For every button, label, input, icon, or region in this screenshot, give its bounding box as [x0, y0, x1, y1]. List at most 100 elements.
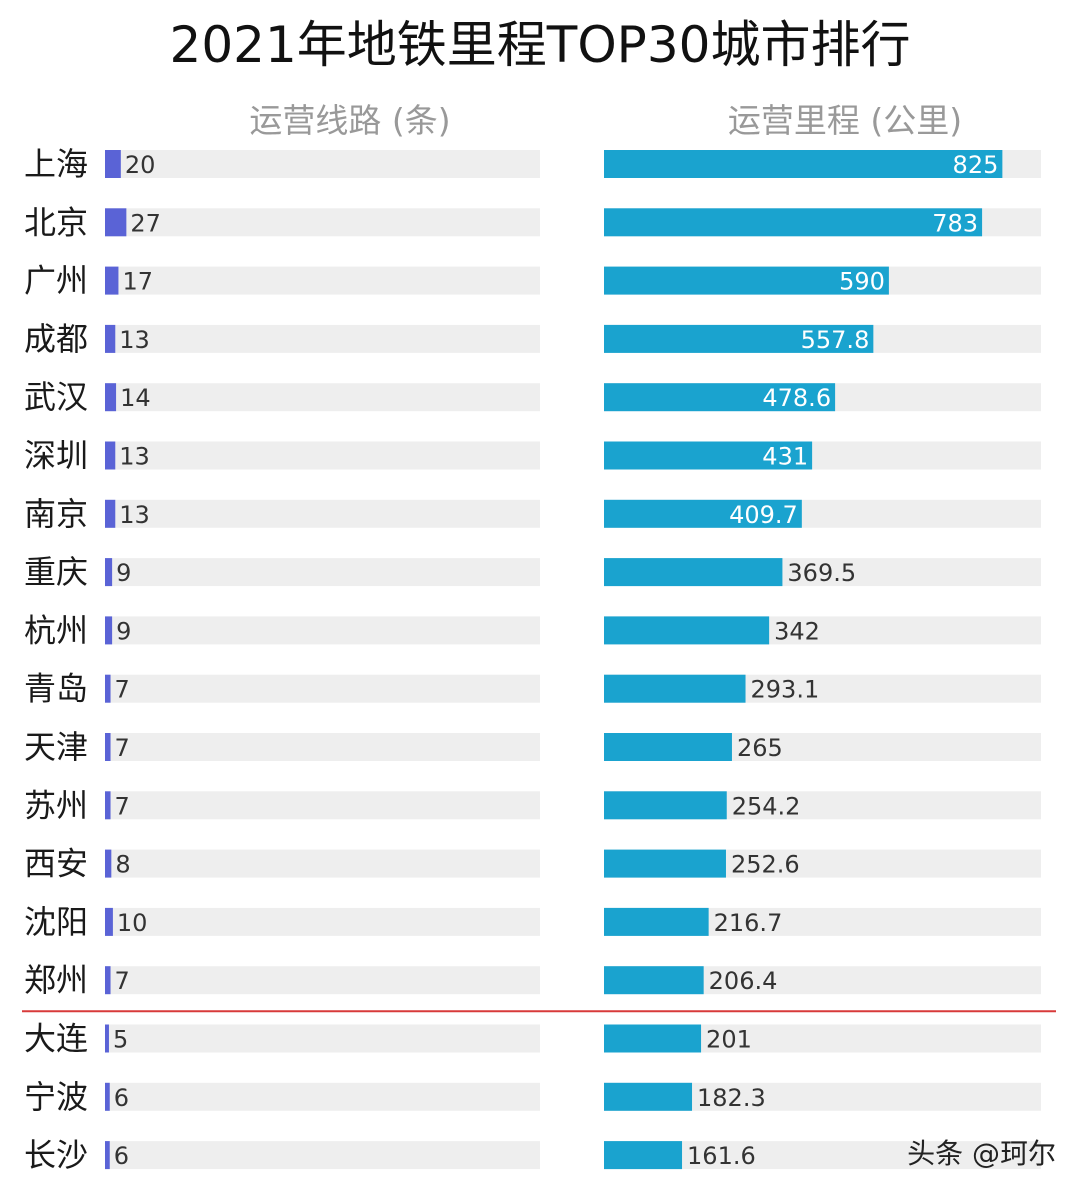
city-label: 青岛 [24, 670, 88, 708]
city-label: 沈阳 [24, 903, 88, 941]
lines-value-label: 9 [116, 617, 131, 645]
city-label: 南京 [24, 495, 88, 533]
km-bar [604, 441, 813, 470]
lines-bar [105, 1024, 109, 1053]
lines-bar [105, 266, 119, 295]
lines-track [105, 383, 540, 412]
lines-bar [105, 907, 113, 936]
km-bar [604, 266, 889, 295]
city-label: 大连 [24, 1020, 88, 1058]
city-label: 西安 [24, 845, 88, 883]
lines-track [105, 791, 540, 820]
lines-bar [105, 441, 116, 470]
km-bar [604, 616, 770, 645]
lines-bar [105, 324, 116, 353]
lines-bar [105, 383, 117, 412]
lines-track [105, 907, 540, 936]
lines-bar [105, 1082, 110, 1111]
lines-track [105, 674, 540, 703]
km-bar [604, 674, 746, 703]
city-label: 成都 [24, 320, 88, 358]
lines-track [105, 208, 540, 237]
km-bar [604, 208, 983, 237]
km-value-label: 431 [762, 443, 808, 471]
lines-value-label: 5 [113, 1026, 128, 1054]
km-value-label: 293.1 [751, 676, 820, 704]
km-value-label: 369.5 [787, 559, 856, 587]
km-value-label: 409.7 [729, 501, 798, 529]
city-label: 重庆 [24, 553, 88, 591]
city-label: 上海 [24, 145, 88, 183]
km-bar [604, 733, 732, 761]
city-label: 苏州 [24, 786, 88, 824]
lines-value-label: 9 [116, 559, 131, 587]
lines-track [105, 266, 540, 295]
km-bar [604, 324, 874, 353]
city-label: 宁波 [24, 1078, 88, 1116]
lines-column-header: 运营线路 (条) [249, 101, 451, 140]
lines-track [105, 1024, 540, 1053]
km-bar [604, 1141, 683, 1170]
km-bar [604, 558, 783, 587]
lines-bar [105, 1141, 110, 1170]
lines-value-label: 13 [119, 326, 150, 354]
km-bar [604, 1082, 693, 1111]
lines-value-label: 13 [119, 501, 150, 529]
lines-track [105, 499, 540, 528]
lines-bar [105, 674, 111, 703]
lines-track [105, 1141, 540, 1170]
km-value-label: 252.6 [731, 851, 800, 879]
lines-value-label: 7 [115, 676, 130, 704]
km-value-label: 825 [953, 151, 999, 179]
lines-track [105, 733, 540, 761]
city-label: 天津 [24, 728, 88, 766]
km-bar [604, 791, 727, 820]
km-value-label: 161.6 [687, 1142, 756, 1170]
km-value-label: 783 [932, 209, 978, 237]
lines-track [105, 966, 540, 995]
km-value-label: 254.2 [732, 792, 801, 820]
lines-track [105, 558, 540, 587]
city-label: 武汉 [24, 378, 88, 416]
km-value-label: 590 [839, 268, 885, 296]
km-value-label: 201 [706, 1026, 752, 1054]
km-bar [604, 966, 704, 995]
lines-bar [105, 791, 111, 820]
km-value-label: 478.6 [762, 384, 831, 412]
lines-value-label: 13 [119, 443, 150, 471]
lines-value-label: 7 [115, 734, 130, 762]
city-label: 杭州 [24, 611, 88, 649]
chart-title: 2021年地铁里程TOP30城市排行 [169, 16, 911, 74]
km-value-label: 265 [737, 734, 783, 762]
city-label: 深圳 [24, 437, 88, 475]
lines-value-label: 27 [130, 209, 161, 237]
km-bar [604, 907, 709, 936]
watermark: 头条 @珂尔 [907, 1137, 1056, 1170]
lines-value-label: 14 [120, 384, 151, 412]
lines-track [105, 150, 540, 178]
km-bar [604, 383, 836, 412]
lines-bar [105, 558, 113, 587]
lines-bar [105, 616, 113, 645]
lines-value-label: 10 [117, 909, 148, 937]
lines-value-label: 7 [115, 967, 130, 995]
lines-bar [105, 208, 127, 237]
lines-value-label: 20 [125, 151, 156, 179]
lines-bar [105, 733, 111, 761]
lines-bar [105, 966, 111, 995]
lines-bar [105, 150, 121, 178]
lines-value-label: 6 [114, 1084, 129, 1112]
lines-value-label: 8 [115, 851, 130, 879]
lines-value-label: 6 [114, 1142, 129, 1170]
km-value-label: 206.4 [709, 967, 778, 995]
km-column-header: 运营里程 (公里) [727, 101, 963, 140]
lines-track [105, 1082, 540, 1111]
city-label: 长沙 [24, 1136, 88, 1174]
km-bar [604, 499, 802, 528]
lines-bar [105, 499, 116, 528]
city-label: 北京 [24, 203, 88, 241]
lines-track [105, 849, 540, 878]
km-bar [604, 849, 726, 878]
lines-value-label: 7 [115, 792, 130, 820]
